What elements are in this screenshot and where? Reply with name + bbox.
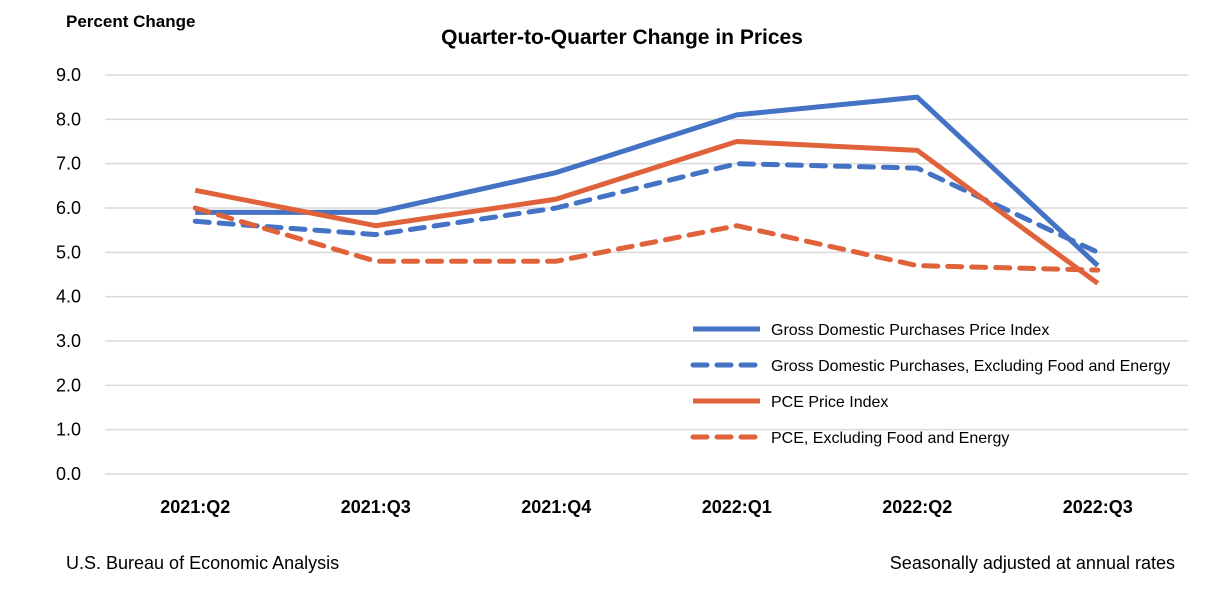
y-tick-label: 1.0 [56,420,81,440]
series-line-4 [192,205,1101,273]
x-tick-label: 2022:Q3 [1063,497,1133,517]
y-tick-label: 0.0 [56,464,81,484]
series-line-3 [194,139,1100,286]
y-tick-label: 7.0 [56,154,81,174]
series-line-2 [192,161,1101,255]
source-note: U.S. Bureau of Economic Analysis [66,553,340,573]
x-tick-label: 2022:Q1 [702,497,772,517]
x-tick-label: 2022:Q2 [882,497,952,517]
legend-label: Gross Domestic Purchases, Excluding Food… [771,358,1170,375]
y-tick-label: 2.0 [56,375,81,395]
adjustment-note: Seasonally adjusted at annual rates [889,553,1175,573]
y-tick-label: 8.0 [56,109,81,129]
y-tick-label: 3.0 [56,331,81,351]
y-tick-label: 9.0 [56,65,81,85]
x-tick-label: 2021:Q3 [341,497,411,517]
series-line-1 [195,94,1100,268]
x-tick-label: 2021:Q2 [160,497,230,517]
x-tick-label: 2021:Q4 [521,497,591,517]
y-axis-title: Percent Change [66,12,196,31]
y-tick-label: 6.0 [56,198,81,218]
legend-label: Gross Domestic Purchases Price Index [771,322,1049,339]
y-tick-label: 5.0 [56,242,81,262]
legend-label: PCE, Excluding Food and Energy [771,430,1009,447]
chart-title: Quarter-to-Quarter Change in Prices [441,26,803,49]
y-tick-label: 4.0 [56,287,81,307]
legend-label: PCE Price Index [771,394,888,411]
